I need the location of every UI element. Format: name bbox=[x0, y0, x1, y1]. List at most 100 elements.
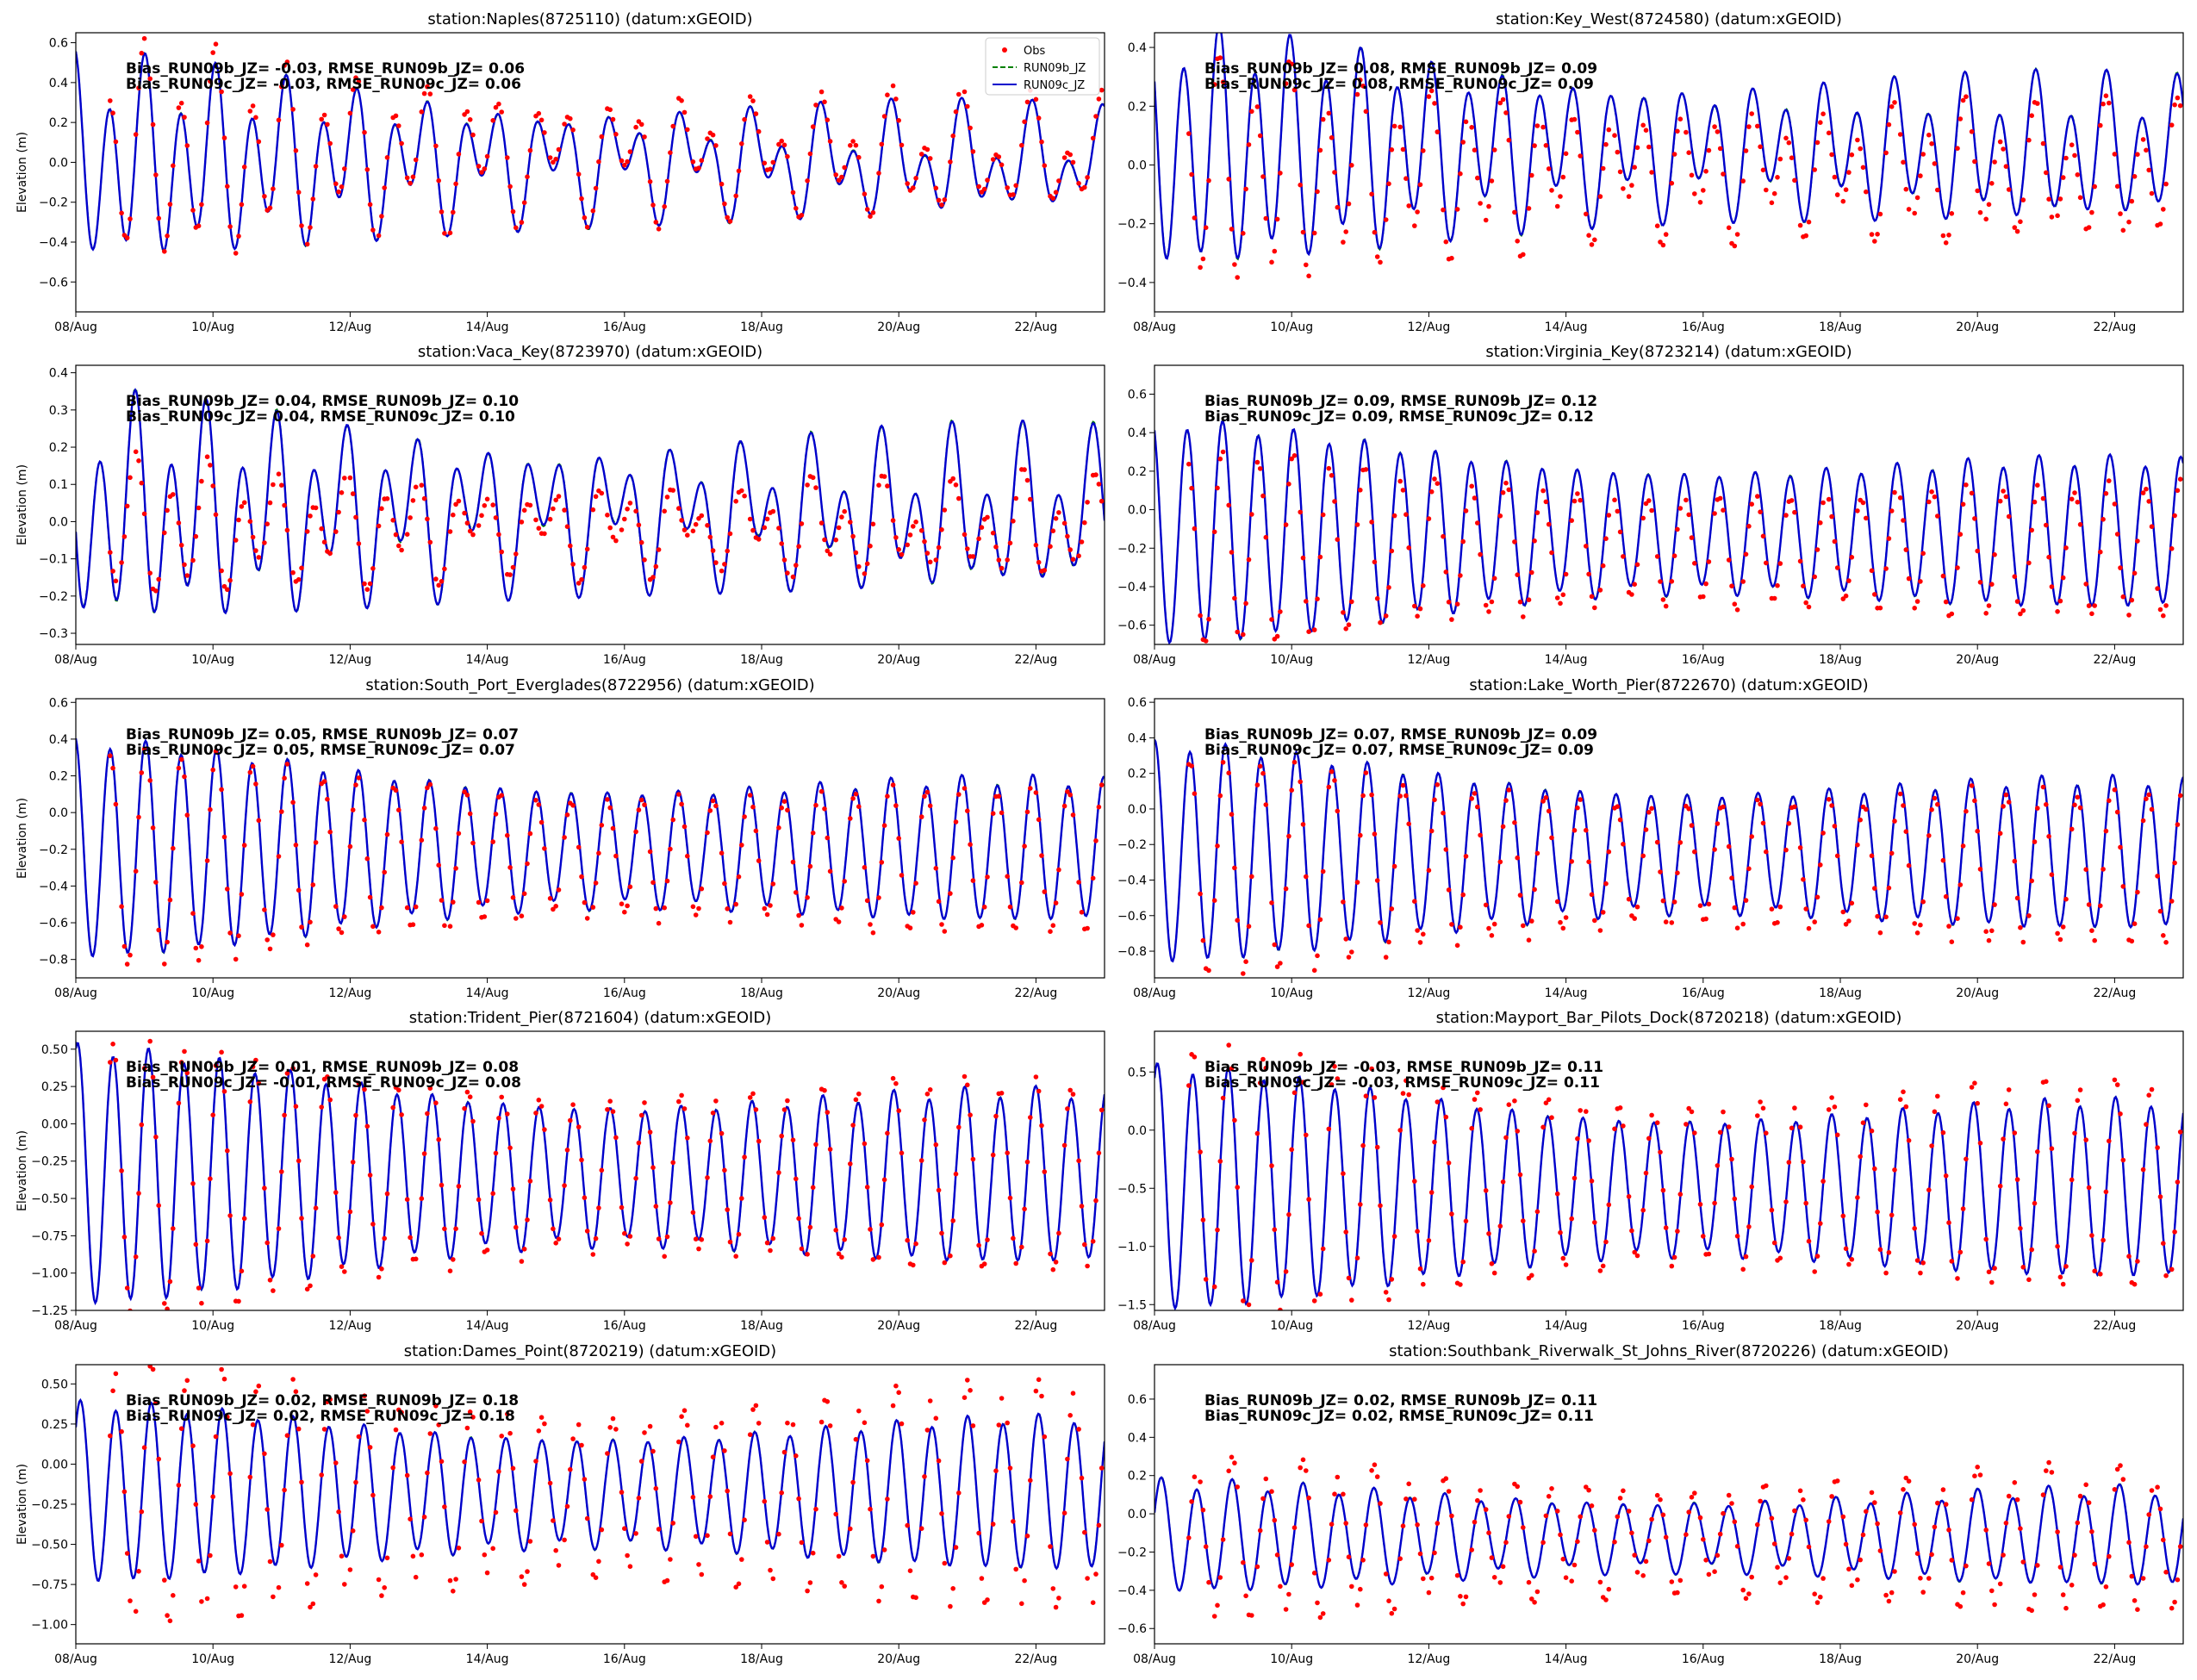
obs-point bbox=[353, 1112, 358, 1118]
obs-point bbox=[2003, 494, 2009, 500]
obs-point bbox=[208, 806, 213, 812]
obs-point bbox=[1654, 839, 1660, 845]
obs-point bbox=[219, 89, 224, 95]
obs-point bbox=[1024, 809, 1030, 815]
obs-point bbox=[2107, 100, 2112, 106]
obs-point bbox=[2077, 805, 2083, 811]
obs-point bbox=[1935, 1093, 1940, 1099]
x-tick-label: 20/Aug bbox=[877, 1652, 920, 1666]
y-tick-label: 0.6 bbox=[1128, 389, 1147, 402]
obs-point bbox=[1717, 1129, 1723, 1136]
obs-point bbox=[1658, 579, 1663, 584]
obs-point bbox=[2046, 196, 2051, 202]
obs-point bbox=[664, 878, 670, 884]
obs-point bbox=[1686, 1509, 1691, 1515]
obs-point bbox=[1972, 1473, 1977, 1478]
obs-point bbox=[1640, 515, 1646, 521]
x-tick-label: 10/Aug bbox=[1270, 986, 1313, 1000]
obs-point bbox=[733, 1254, 738, 1259]
obs-point bbox=[156, 576, 161, 582]
obs-point bbox=[1203, 1277, 1209, 1282]
obs-point bbox=[556, 494, 562, 499]
obs-point bbox=[247, 769, 253, 775]
y-tick-label: −0.3 bbox=[39, 627, 68, 641]
obs-point bbox=[1260, 493, 1266, 499]
obs-point bbox=[1929, 1143, 1934, 1148]
y-tick-label: 0.25 bbox=[41, 1418, 68, 1432]
obs-point bbox=[1372, 1462, 1378, 1467]
axes-frame bbox=[1154, 1030, 2184, 1311]
obs-point bbox=[193, 533, 199, 539]
obs-point bbox=[1512, 820, 1517, 825]
stats-annotation: Bias_RUN09c_JZ= -0.01, RMSE_RUN09c_JZ= 0… bbox=[126, 1074, 521, 1092]
obs-point bbox=[1289, 456, 1294, 462]
obs-point bbox=[1532, 1600, 1537, 1605]
obs-point bbox=[839, 905, 844, 911]
obs-point bbox=[1964, 482, 1969, 488]
obs-point bbox=[2107, 1138, 2112, 1144]
obs-point bbox=[141, 1445, 147, 1450]
obs-point bbox=[1039, 1393, 1044, 1399]
obs-point bbox=[842, 1584, 847, 1589]
obs-point bbox=[1491, 1575, 1497, 1580]
obs-point bbox=[1415, 209, 1420, 215]
obs-point bbox=[1940, 573, 1946, 579]
obs-point bbox=[1663, 919, 1669, 924]
obs-point bbox=[1335, 204, 1341, 210]
obs-point bbox=[807, 151, 813, 157]
obs-point bbox=[399, 547, 404, 553]
obs-point bbox=[1478, 832, 1483, 838]
obs-point bbox=[1843, 1541, 1849, 1547]
obs-point bbox=[1563, 571, 1569, 577]
obs-point bbox=[313, 164, 319, 169]
obs-point bbox=[2057, 1565, 2063, 1570]
obs-point bbox=[1526, 597, 1532, 602]
obs-point bbox=[1013, 495, 1018, 501]
obs-point bbox=[1671, 899, 1677, 905]
obs-point bbox=[1783, 513, 1789, 518]
obs-point bbox=[579, 576, 584, 582]
obs-point bbox=[1820, 1179, 1826, 1184]
obs-point bbox=[1846, 170, 1852, 175]
obs-point bbox=[1634, 1570, 1640, 1575]
obs-point bbox=[605, 797, 610, 802]
obs-point bbox=[442, 1226, 447, 1232]
obs-point bbox=[1569, 859, 1574, 864]
obs-point bbox=[204, 1596, 210, 1602]
obs-point bbox=[1572, 116, 1578, 122]
obs-point bbox=[1932, 795, 1938, 801]
obs-point bbox=[379, 214, 384, 219]
obs-point bbox=[1022, 843, 1027, 849]
obs-point bbox=[1067, 152, 1073, 158]
obs-point bbox=[210, 50, 215, 55]
obs-point bbox=[551, 906, 556, 912]
obs-point bbox=[1746, 866, 1752, 872]
obs-point bbox=[885, 92, 890, 97]
obs-point bbox=[1643, 827, 1649, 832]
y-tick-label: −0.50 bbox=[31, 1539, 68, 1552]
obs-point bbox=[1067, 1087, 1073, 1093]
obs-point bbox=[1358, 488, 1363, 493]
obs-point bbox=[165, 233, 170, 239]
obs-point bbox=[1563, 915, 1569, 920]
obs-point bbox=[1972, 516, 1977, 521]
obs-point bbox=[1697, 1515, 1703, 1521]
obs-point bbox=[582, 899, 588, 905]
obs-point bbox=[1203, 1544, 1209, 1549]
obs-point bbox=[499, 793, 504, 798]
obs-point bbox=[739, 141, 744, 146]
obs-point bbox=[1684, 129, 1689, 135]
obs-point bbox=[1056, 1596, 1061, 1601]
obs-point bbox=[1079, 539, 1085, 544]
obs-point bbox=[1211, 898, 1217, 903]
obs-point bbox=[519, 1574, 525, 1579]
obs-point bbox=[1777, 1580, 1783, 1585]
obs-point bbox=[1435, 481, 1441, 486]
obs-point bbox=[390, 518, 396, 523]
obs-point bbox=[1806, 1238, 1812, 1244]
obs-point bbox=[1584, 211, 1589, 217]
obs-point bbox=[1578, 797, 1583, 802]
obs-point bbox=[1864, 1509, 1869, 1515]
obs-point bbox=[939, 1230, 944, 1236]
obs-point bbox=[1789, 155, 1795, 160]
